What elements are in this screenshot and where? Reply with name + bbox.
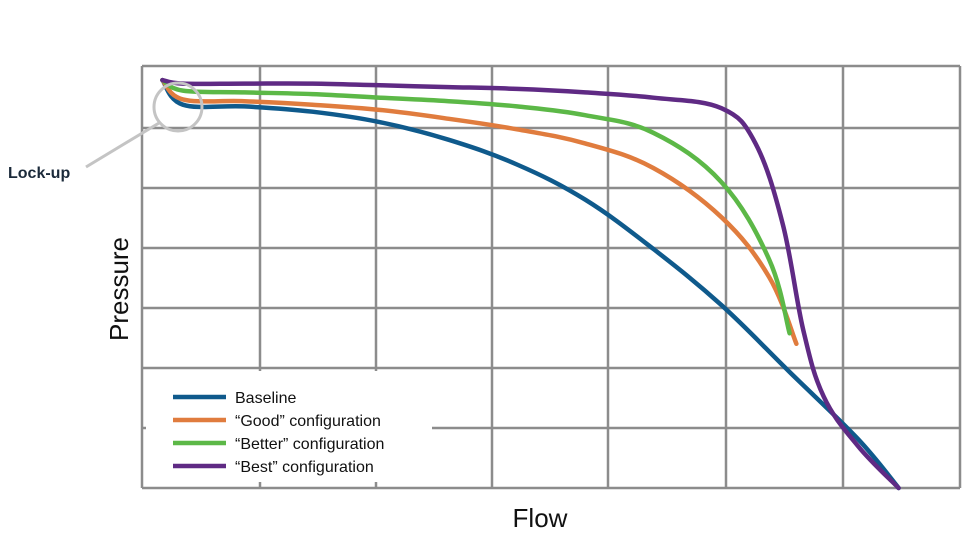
legend-background [146,371,432,482]
series-line-1 [160,77,799,347]
legend: Baseline “Good” configuration “Better” con… [146,371,432,482]
series-lines [160,77,901,491]
legend-label-2: “Better” configuration [235,436,384,453]
x-axis-label: Flow [513,503,568,533]
lock-up-leader-line [85,121,160,169]
legend-label-1: “Good” configuration [235,413,381,430]
lock-up-label: Lock-up [8,165,70,182]
series-line-3 [160,77,901,491]
y-axis-label: Pressure [104,237,134,341]
legend-label-0: Baseline [235,390,296,407]
legend-label-3: “Best” configuration [235,459,374,476]
lock-up-circle [152,81,204,133]
series-line-2 [160,77,792,336]
legend-items: Baseline “Good” configuration “Better” con… [173,390,384,476]
grid [140,64,962,490]
series-line-0 [160,77,901,491]
lock-up-annotation: Lock-up [8,81,204,182]
